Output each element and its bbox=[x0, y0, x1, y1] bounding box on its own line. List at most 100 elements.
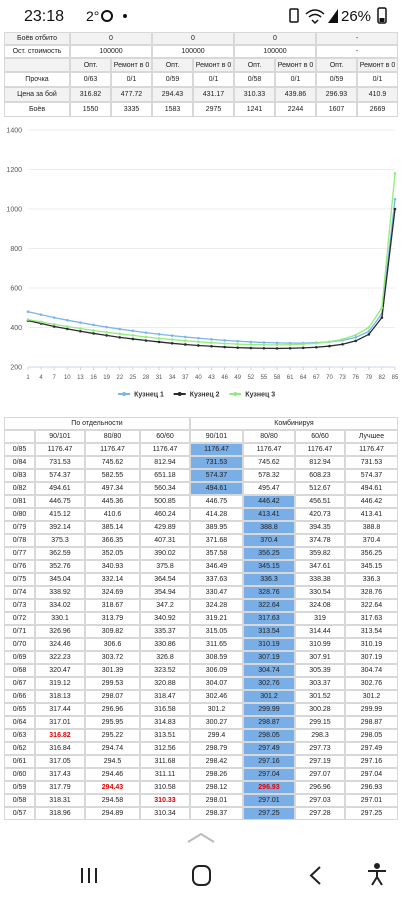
nav-bar bbox=[0, 828, 403, 900]
cell: 0/1 bbox=[357, 72, 398, 87]
point bbox=[275, 347, 279, 350]
point bbox=[249, 346, 253, 350]
cell: 310.33 bbox=[140, 794, 190, 807]
cell: 3335 bbox=[111, 102, 152, 117]
cell: 336.3 bbox=[243, 573, 295, 586]
point bbox=[315, 345, 318, 349]
point bbox=[236, 342, 240, 346]
row-label: 0/83 bbox=[4, 469, 35, 482]
cell: 294.74 bbox=[85, 742, 140, 755]
cell: 100000 bbox=[70, 45, 152, 58]
row-label: 0/70 bbox=[4, 638, 35, 651]
cell: 297.49 bbox=[345, 742, 398, 755]
cell: 301.52 bbox=[295, 690, 345, 703]
cell: 357.58 bbox=[190, 547, 243, 560]
cell: 296.96 bbox=[85, 703, 140, 716]
cell: 328.76 bbox=[243, 586, 295, 599]
cell: 310.19 bbox=[345, 638, 398, 651]
cell: 315.05 bbox=[190, 625, 243, 638]
cell: 371.68 bbox=[190, 534, 243, 547]
cell: 324.46 bbox=[35, 638, 85, 651]
group-header: По отдельности bbox=[4, 417, 190, 430]
status-time: 23:18 bbox=[24, 8, 64, 25]
cell: 295.22 bbox=[85, 729, 140, 742]
cell: 297.04 bbox=[345, 768, 398, 781]
row-label: 0/67 bbox=[4, 677, 35, 690]
cell: 446.75 bbox=[35, 495, 85, 508]
legend-marker bbox=[177, 392, 182, 396]
nav-handle[interactable] bbox=[187, 832, 215, 843]
cell: 311.68 bbox=[140, 755, 190, 768]
point bbox=[105, 334, 108, 337]
cell: 316.58 bbox=[140, 703, 190, 716]
cell: 812.94 bbox=[295, 456, 345, 469]
row-label: 0/62 bbox=[4, 742, 35, 755]
point bbox=[301, 346, 305, 350]
cell: 296.96 bbox=[295, 781, 345, 794]
cell: 308.59 bbox=[190, 651, 243, 664]
column-header: Опт. bbox=[152, 58, 193, 72]
comparison-table: По отдельности Комбинируя 90/101 80/80 60/60… bbox=[4, 417, 398, 820]
cell: 309.82 bbox=[85, 625, 140, 638]
cell: 415.12 bbox=[35, 508, 85, 521]
cell: 1550 bbox=[70, 102, 111, 117]
battery-level bbox=[379, 18, 385, 22]
nav-back[interactable] bbox=[309, 866, 321, 885]
row-label: Боёв bbox=[4, 102, 70, 117]
point bbox=[380, 306, 384, 310]
x-tick-label: 79 bbox=[365, 375, 372, 381]
nav-accessibility[interactable] bbox=[368, 863, 386, 886]
x-tick-label: 4 bbox=[39, 375, 43, 381]
cell: 322.23 bbox=[35, 651, 85, 664]
cell: 297.07 bbox=[295, 768, 345, 781]
legend-label: Кузнец 2 bbox=[190, 392, 220, 399]
cell: 294.43 bbox=[85, 781, 140, 794]
row-label: 0/74 bbox=[4, 586, 35, 599]
cell: 362.59 bbox=[35, 547, 85, 560]
y-tick-label: 600 bbox=[10, 286, 22, 293]
row-label: 0/85 bbox=[4, 443, 35, 456]
point bbox=[79, 321, 82, 324]
point bbox=[249, 343, 253, 346]
row-label: Прочка bbox=[4, 72, 70, 87]
cell: 431.17 bbox=[193, 87, 234, 102]
cell: 297.16 bbox=[345, 755, 398, 768]
cell: 299.4 bbox=[190, 729, 243, 742]
status-dot bbox=[123, 14, 127, 18]
cell: 297.01 bbox=[345, 794, 398, 807]
row-label: 0/65 bbox=[4, 703, 35, 716]
x-tick-label: 13 bbox=[77, 375, 84, 381]
cell: 301.2 bbox=[190, 703, 243, 716]
cell: 745.62 bbox=[243, 456, 295, 469]
cell: 311.65 bbox=[190, 638, 243, 651]
cell: 0/59 bbox=[316, 72, 357, 87]
cell: 303.72 bbox=[85, 651, 140, 664]
cell: 300.27 bbox=[190, 716, 243, 729]
y-tick-label: 400 bbox=[10, 325, 22, 332]
cell: 347.2 bbox=[140, 599, 190, 612]
cell: 297.49 bbox=[243, 742, 295, 755]
point bbox=[118, 336, 122, 339]
nav-recents[interactable] bbox=[81, 868, 97, 883]
nav-home[interactable] bbox=[192, 865, 211, 886]
cell: 352.05 bbox=[85, 547, 140, 560]
cell: 298.12 bbox=[190, 781, 243, 794]
cell: 299.99 bbox=[243, 703, 295, 716]
point bbox=[275, 343, 279, 347]
cell: 446.42 bbox=[345, 495, 398, 508]
cell: 296.93 bbox=[316, 87, 357, 102]
point bbox=[367, 326, 371, 329]
cell: 297.19 bbox=[295, 755, 345, 768]
cell: 317.01 bbox=[35, 716, 85, 729]
y-tick-label: 1200 bbox=[6, 167, 22, 174]
cell: 305.39 bbox=[295, 664, 345, 677]
column-header: 80/80 bbox=[85, 430, 140, 443]
column-header: 80/80 bbox=[243, 430, 295, 443]
point bbox=[197, 336, 200, 340]
cell: 318.96 bbox=[35, 807, 85, 820]
cell: 582.55 bbox=[85, 469, 140, 482]
cell: 320.47 bbox=[35, 664, 85, 677]
row-label: 0/80 bbox=[4, 508, 35, 521]
x-tick-label: 82 bbox=[379, 375, 386, 381]
cell: 352.76 bbox=[35, 560, 85, 573]
